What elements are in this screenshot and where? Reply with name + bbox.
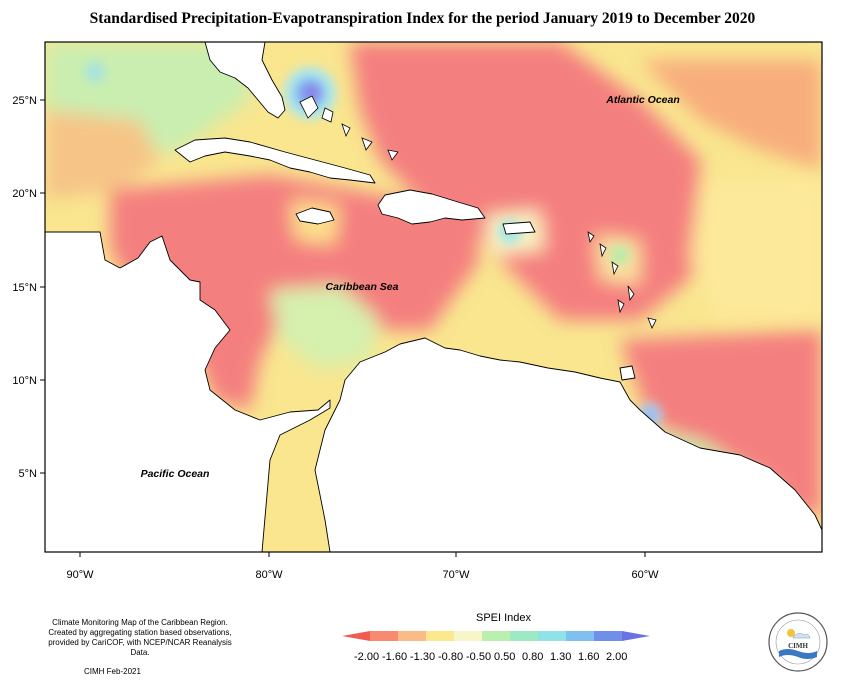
- sun-icon: [787, 629, 795, 637]
- cloud-icon: [792, 633, 811, 639]
- wet-spot-gulf: [85, 62, 105, 82]
- puerto-rico: [502, 221, 536, 235]
- antigua: [599, 243, 607, 258]
- legend-label: -0.50: [466, 651, 492, 663]
- dry-zone-yucatan-north: [45, 110, 160, 200]
- lat-tick-label: 20°N: [12, 188, 37, 200]
- hispaniola: [377, 189, 486, 225]
- trinidad: [619, 365, 636, 381]
- lat-tick-label: 15°N: [12, 282, 37, 294]
- label-atlantic-ocean: Atlantic Ocean: [605, 94, 680, 106]
- guadeloupe: [611, 261, 619, 276]
- legend-label: -1.30: [410, 651, 436, 663]
- lat-tick-label: 5°N: [19, 468, 38, 480]
- legend-label: 0.80: [522, 651, 544, 663]
- legend-title: SPEI Index: [476, 612, 532, 624]
- legend-swatch: [566, 631, 594, 641]
- legend-label: -0.80: [438, 651, 464, 663]
- legend-label: 1.60: [578, 651, 600, 663]
- legend-label: 2.00: [606, 651, 628, 663]
- map-frame: [44, 41, 823, 553]
- logo-text: CIMH: [788, 642, 808, 650]
- legend-swatch: [342, 631, 370, 641]
- legend-swatch: [370, 631, 398, 641]
- bahamas-island: [321, 107, 334, 123]
- lat-tick-label: 10°N: [12, 375, 37, 387]
- legend-swatch: [510, 631, 538, 641]
- legend-label: 1.30: [550, 651, 572, 663]
- longitude-axis: 90°W 80°W 70°W 60°W: [66, 552, 659, 581]
- jamaica: [295, 207, 335, 225]
- legend-swatch: [398, 631, 426, 641]
- note-line: provided by CariCOF, with NCEP/NCAR Rean…: [48, 638, 232, 657]
- cuba: [174, 137, 376, 184]
- south-america: [314, 337, 822, 552]
- lat-tick-label: 25°N: [12, 95, 37, 107]
- barbados: [647, 317, 657, 329]
- florida: [204, 42, 286, 119]
- wave-icon: [779, 649, 817, 659]
- small-islands: [299, 95, 657, 329]
- note-line: Created by aggregating station based obs…: [48, 628, 232, 637]
- lon-tick-label: 60°W: [631, 569, 659, 581]
- legend-swatch: [426, 631, 454, 641]
- dominica: [627, 285, 635, 302]
- lon-tick-label: 90°W: [66, 569, 94, 581]
- legend-swatch: [482, 631, 510, 641]
- legend-label: -1.60: [382, 651, 408, 663]
- legend-swatch: [622, 631, 650, 641]
- turks-caicos: [387, 149, 399, 161]
- st-kitts: [587, 231, 595, 244]
- mild-zone-east: [690, 180, 822, 320]
- wet-spot-bahamas-core: [304, 85, 320, 101]
- label-caribbean-sea: Caribbean Sea: [326, 281, 399, 293]
- land-masses: [45, 42, 822, 552]
- legend-swatch: [594, 631, 622, 641]
- legend-label: -2.00: [354, 651, 380, 663]
- note-line: Climate Monitoring Map of the Caribbean …: [52, 618, 228, 627]
- legend-colorbar: [342, 631, 650, 641]
- legend-label: 0.50: [494, 651, 516, 663]
- bahamas-island: [361, 137, 373, 151]
- map-title: Standardised Precipitation-Evapotranspir…: [89, 10, 756, 27]
- credit-line: CIMH Feb-2021: [84, 667, 141, 676]
- wet-spot-leewards: [610, 245, 630, 265]
- central-america: [45, 231, 331, 552]
- wet-zone-central-caribbean: [270, 285, 380, 370]
- map-description: Climate Monitoring Map of the Caribbean …: [40, 618, 240, 658]
- dry-zone-east-atlantic: [640, 60, 822, 170]
- latitude-axis: 5°N 10°N 15°N 20°N 25°N: [12, 95, 45, 480]
- legend-swatch: [538, 631, 566, 641]
- label-pacific-ocean: Pacific Ocean: [141, 468, 210, 480]
- lon-tick-label: 70°W: [442, 569, 470, 581]
- martinique: [617, 299, 625, 314]
- cimh-logo: CIMH: [768, 612, 828, 672]
- andros-island: [299, 95, 319, 119]
- legend-swatch: [454, 631, 482, 641]
- lon-tick-label: 80°W: [255, 569, 283, 581]
- bahamas-island: [341, 123, 351, 138]
